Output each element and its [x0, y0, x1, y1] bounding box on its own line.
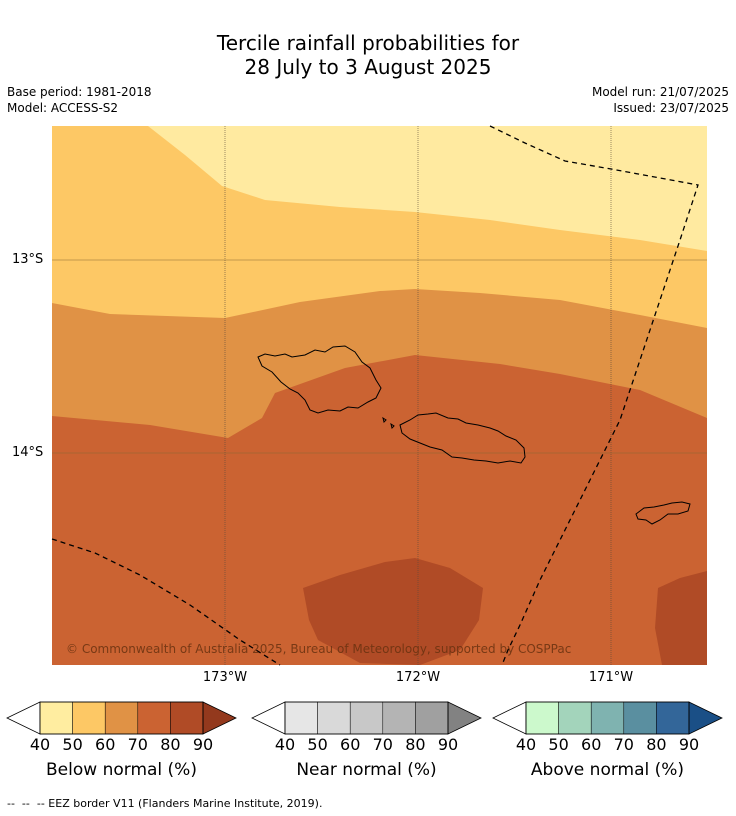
legend-near-normal-tick-80: 80	[405, 735, 426, 754]
legend-above-normal-tick-50: 50	[548, 735, 569, 754]
zone-below-80-south	[303, 558, 483, 665]
legend-above-normal	[492, 701, 723, 735]
zone-below-70	[52, 355, 707, 665]
legend-near-normal-outline	[284, 701, 449, 735]
legend-below-normal-outline	[39, 701, 204, 735]
lat-label-14s: 14°S	[12, 445, 44, 460]
manono-island	[382, 416, 387, 423]
lat-label-13s: 13°S	[12, 252, 44, 267]
legend-below-normal-swatch-80	[170, 701, 204, 735]
legend-below-normal-swatch-60	[104, 701, 139, 735]
legend-near-normal-swatch-60	[349, 701, 384, 735]
legend-above-normal-swatch-60	[590, 701, 625, 735]
legend-near-normal-tick-60: 60	[340, 735, 361, 754]
legend-above-normal-outline	[525, 701, 690, 735]
legend-below-normal-tick-70: 70	[127, 735, 148, 754]
legend-above-normal-tick-90: 90	[678, 735, 700, 754]
legend-near-normal	[251, 701, 482, 735]
legend-above-normal-tick-60: 60	[581, 735, 602, 754]
legend-below-normal-swatch-70	[137, 701, 171, 735]
title-line-2: 28 July to 3 August 2025	[244, 55, 492, 79]
eez-footnote: -- -- -- EEZ border V11 (Flanders Marine…	[7, 797, 323, 810]
issued-date: Issued: 23/07/2025	[613, 101, 729, 115]
legend-above-normal-swatch-80	[656, 701, 690, 735]
model-name: Model: ACCESS-S2	[7, 101, 119, 115]
legend-above-normal-title: Above normal (%)	[530, 760, 685, 780]
meta-left: Base period: 1981-2018 Model: ACCESS-S2	[7, 84, 152, 116]
eez-borders	[51, 125, 699, 666]
legend-below-normal-tick-80: 80	[160, 735, 181, 754]
base-period: Base period: 1981-2018	[7, 85, 152, 99]
meta-right: Model run: 21/07/2025 Issued: 23/07/2025	[592, 84, 729, 116]
zone-below-80-east	[655, 571, 707, 665]
legend-above-normal-swatch-70	[623, 701, 657, 735]
legend-below-normal-tick-40: 40	[29, 735, 51, 754]
legend-above-normal-swatch-50	[558, 701, 592, 735]
legend-below-normal-title: Below normal (%)	[46, 760, 197, 780]
legend-above-normal-tick-80: 80	[646, 735, 667, 754]
probability-field	[52, 126, 707, 665]
eez-border-south-west	[51, 538, 281, 666]
legend-below-normal	[6, 701, 237, 735]
upolu-island	[399, 412, 526, 464]
legend-below-normal-left-extension	[6, 701, 41, 735]
legend-below-normal-swatch-40	[39, 701, 73, 735]
copyright-notice: © Commonwealth of Australia 2025, Bureau…	[66, 642, 572, 656]
legend-near-normal-right-extension	[447, 701, 482, 735]
legend-near-normal-swatch-80	[415, 701, 449, 735]
lon-label-171w: 171°W	[588, 670, 634, 685]
model-run: Model run: 21/07/2025	[591, 85, 729, 99]
eez-border-north-east	[489, 125, 699, 666]
legend-near-normal-left-extension	[251, 701, 286, 735]
legend-near-normal-tick-40: 40	[274, 735, 296, 754]
lon-label-173w: 173°W	[202, 670, 248, 685]
legend-below-normal-right-extension	[202, 701, 237, 735]
legend-near-normal-swatch-50	[317, 701, 351, 735]
legend-below-normal-swatch-50	[72, 701, 106, 735]
legend-above-normal-right-extension	[688, 701, 723, 735]
legend-above-normal-tick-70: 70	[613, 735, 634, 754]
savaii-island	[257, 345, 382, 414]
parallels	[52, 259, 707, 454]
tutuila-island	[635, 501, 691, 525]
legend-near-normal-tick-70: 70	[372, 735, 393, 754]
legend-near-normal-tick-90: 90	[437, 735, 459, 754]
legend-near-normal-swatch-40	[284, 701, 318, 735]
legend-near-normal-title: Near normal (%)	[296, 760, 437, 780]
chart-title: Tercile rainfall probabilities for 28 Ju…	[0, 31, 736, 79]
legend-below-normal-tick-60: 60	[95, 735, 116, 754]
legend-near-normal-tick-50: 50	[307, 735, 328, 754]
legend-below-normal-tick-50: 50	[62, 735, 83, 754]
legend-below-normal-tick-90: 90	[192, 735, 214, 754]
coastlines	[257, 345, 691, 525]
legend-near-normal-swatch-70	[382, 701, 416, 735]
title-line-1: Tercile rainfall probabilities for	[216, 31, 520, 55]
legend-above-normal-left-extension	[492, 701, 527, 735]
apolima-island	[390, 422, 395, 429]
legend-above-normal-swatch-40	[525, 701, 559, 735]
legend-above-normal-tick-40: 40	[515, 735, 537, 754]
lon-label-172w: 172°W	[395, 670, 441, 685]
